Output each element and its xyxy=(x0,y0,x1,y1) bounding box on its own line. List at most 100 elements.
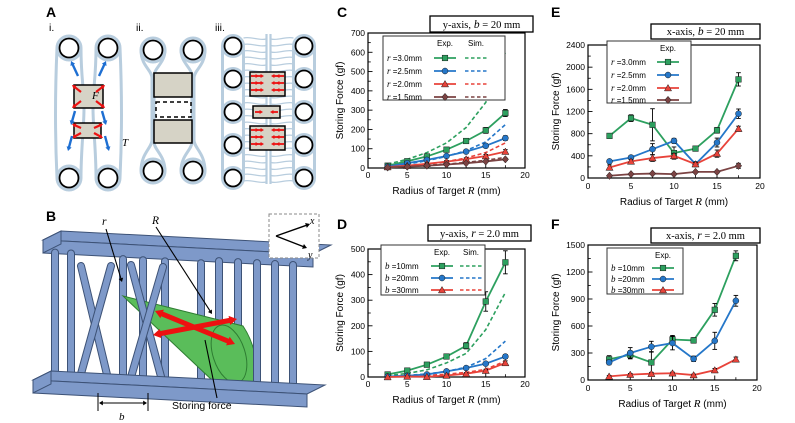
svg-text:x-axis, r = 2.0 mm: x-axis, r = 2.0 mm xyxy=(666,230,745,242)
y-axis-label: Storing Force (gf) xyxy=(335,62,346,140)
panel-label-f: F xyxy=(551,216,560,232)
svg-text:10: 10 xyxy=(442,379,452,389)
svg-text:200: 200 xyxy=(351,321,365,331)
svg-text:Exp.: Exp. xyxy=(434,248,450,257)
svg-text:2000: 2000 xyxy=(566,62,585,72)
svg-text:Sim.: Sim. xyxy=(468,39,484,48)
svg-text:15: 15 xyxy=(481,379,491,389)
svg-text:Exp.: Exp. xyxy=(655,251,671,260)
chart-title: x-axis, b = 20 mm xyxy=(650,23,761,40)
svg-text:10: 10 xyxy=(442,170,452,180)
svg-text:r =2.5mm: r =2.5mm xyxy=(611,70,646,80)
svg-text:Exp.: Exp. xyxy=(437,39,453,48)
tension-label: T xyxy=(122,137,129,149)
svg-text:400: 400 xyxy=(571,151,585,161)
y-axis-label: Storing Force (gf) xyxy=(551,274,562,352)
axes-legend: xy xyxy=(268,213,320,261)
svg-text:5: 5 xyxy=(628,383,633,393)
target-radius-label: R xyxy=(151,215,159,227)
svg-text:10: 10 xyxy=(669,181,679,191)
svg-text:300: 300 xyxy=(571,348,585,358)
svg-text:b =30mm: b =30mm xyxy=(611,285,645,295)
svg-text:300: 300 xyxy=(351,105,365,115)
svg-text:i.: i. xyxy=(49,22,54,34)
x-axis-label: Radius of Target R (mm) xyxy=(618,398,726,410)
svg-text:0: 0 xyxy=(366,379,371,389)
svg-text:2400: 2400 xyxy=(566,40,585,50)
svg-text:400: 400 xyxy=(351,270,365,280)
svg-text:b =30mm: b =30mm xyxy=(385,285,419,295)
svg-text:500: 500 xyxy=(351,67,365,77)
chart-storing-force-x-axis-r20: 0 5 10 15 20 0 300 600 900 1200 1500 Radius of Targ… xyxy=(551,227,762,410)
svg-text:20: 20 xyxy=(520,379,530,389)
legend: Exp. r =3.0mm r =2.5mm r =2.0mm r =1.5mm xyxy=(606,40,692,105)
svg-text:1200: 1200 xyxy=(566,107,585,117)
schematic-gripper-principle: i. ii. iii. F T xyxy=(49,22,316,192)
svg-text:x-axis, b = 20 mm: x-axis, b = 20 mm xyxy=(667,26,745,38)
svg-text:300: 300 xyxy=(351,295,365,305)
svg-text:r =1.5mm: r =1.5mm xyxy=(387,92,422,102)
svg-text:20: 20 xyxy=(755,181,765,191)
x-axis-label: Radius of Target R (mm) xyxy=(392,185,500,197)
svg-text:r =2.0mm: r =2.0mm xyxy=(387,79,422,89)
svg-text:1500: 1500 xyxy=(566,240,585,250)
svg-text:200: 200 xyxy=(351,124,365,134)
svg-text:1200: 1200 xyxy=(566,267,585,277)
svg-text:Sim.: Sim. xyxy=(463,248,479,257)
panel-label-a: A xyxy=(46,4,57,20)
spacing-label: b xyxy=(119,411,125,423)
svg-text:900: 900 xyxy=(571,294,585,304)
svg-text:y-axis, r = 2.0 mm: y-axis, r = 2.0 mm xyxy=(440,228,519,240)
x-axis-label: Radius of Target R (mm) xyxy=(620,196,728,208)
axis-x-label: x xyxy=(309,216,315,227)
svg-text:20: 20 xyxy=(520,170,530,180)
axis-y-label: y xyxy=(307,250,313,261)
svg-text:Exp.: Exp. xyxy=(660,44,676,53)
svg-text:0: 0 xyxy=(586,181,591,191)
svg-text:700: 700 xyxy=(351,28,365,38)
svg-text:0: 0 xyxy=(580,375,585,385)
storing-force-label: Storing force xyxy=(172,400,232,412)
panel-label-d: D xyxy=(337,216,348,232)
svg-text:r =3.0mm: r =3.0mm xyxy=(387,53,422,63)
svg-text:0: 0 xyxy=(580,173,585,183)
svg-text:5: 5 xyxy=(629,181,634,191)
rod-radius-label: r xyxy=(102,216,107,228)
svg-text:b =20mm: b =20mm xyxy=(385,273,419,283)
force-label: F xyxy=(91,90,99,102)
svg-text:600: 600 xyxy=(571,321,585,331)
force-block xyxy=(73,84,104,109)
svg-text:r =2.5mm: r =2.5mm xyxy=(387,66,422,76)
svg-text:5: 5 xyxy=(405,170,410,180)
svg-text:r =3.0mm: r =3.0mm xyxy=(611,57,646,67)
svg-text:r =1.5mm: r =1.5mm xyxy=(611,95,646,105)
chart-title: x-axis, r = 2.0 mm xyxy=(650,227,761,244)
y-axis-label: Storing Force (gf) xyxy=(551,73,562,151)
svg-text:10: 10 xyxy=(668,383,678,393)
panel-label-c: C xyxy=(337,4,348,20)
svg-text:r =2.0mm: r =2.0mm xyxy=(611,83,646,93)
svg-text:5: 5 xyxy=(405,379,410,389)
schematic-a-group: i. ii. iii. F T xyxy=(49,22,316,192)
svg-text:15: 15 xyxy=(481,170,491,180)
svg-text:ii.: ii. xyxy=(136,22,144,34)
svg-text:iii.: iii. xyxy=(215,22,225,34)
svg-text:0: 0 xyxy=(366,170,371,180)
panel-label-b: B xyxy=(46,208,57,224)
legend: Exp. Sim. r =3.0mm r =2.5mm r =2.0mm r =1.5mm xyxy=(382,35,506,102)
released-block xyxy=(155,101,192,118)
x-axis-label: Radius of Target R (mm) xyxy=(392,394,500,406)
svg-text:15: 15 xyxy=(710,383,720,393)
chart-storing-force-x-axis-b20: 0 5 10 15 20 0 400 800 1200 1600 2000 2400 Radius of… xyxy=(551,23,765,208)
svg-text:y-axis, b = 20 mm: y-axis, b = 20 mm xyxy=(443,19,521,31)
svg-text:b =10mm: b =10mm xyxy=(385,261,419,271)
svg-text:b =10mm: b =10mm xyxy=(611,263,645,273)
y-axis-label: Storing Force (gf) xyxy=(335,274,346,352)
chart-title: y-axis, r = 2.0 mm xyxy=(427,224,532,242)
